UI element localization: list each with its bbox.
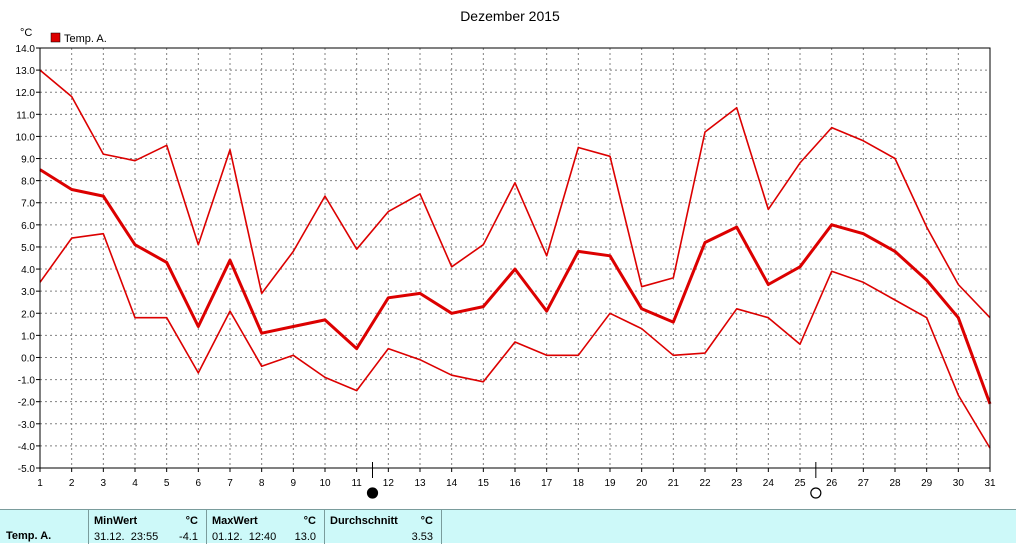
series-lines [39, 69, 992, 449]
x-tick-label: 2 [69, 478, 75, 489]
stats-avg-cell: Durchschnitt °C 3.53 [325, 510, 442, 544]
statistics-bar: Temp. A. MinWert °C 31.12. 23:55 -4.1 Ma… [0, 509, 1016, 544]
avg-header: Durchschnitt [330, 515, 398, 527]
stats-row-label: Temp. A. [6, 530, 52, 542]
y-tick-label: 5.0 [21, 243, 35, 254]
x-tick-label: 7 [227, 478, 233, 489]
y-tick-label: 6.0 [21, 221, 35, 232]
x-tick-label: 18 [573, 478, 585, 489]
y-axis-ticks: 14.0 13.0 12.0 11.0 10.0 9.0 8.0 7.0 6.0 5.0 4.0 3.… [16, 44, 40, 475]
stats-empty-cell [442, 510, 1016, 544]
legend-label: Temp. A. [64, 33, 107, 45]
x-tick-label: 16 [509, 478, 521, 489]
x-tick-label: 20 [636, 478, 648, 489]
chart-title: Dezember 2015 [460, 8, 560, 24]
y-tick-label: -5.0 [18, 464, 36, 475]
y-tick-label: 10.0 [16, 132, 36, 143]
x-tick-label: 21 [668, 478, 680, 489]
grid [40, 48, 990, 468]
stats-label-cell: Temp. A. [0, 510, 89, 544]
new-moon-icon [366, 487, 379, 499]
series-line-min [39, 232, 991, 449]
x-tick-label: 11 [351, 478, 362, 489]
x-tick-label: 24 [763, 478, 775, 489]
x-tick-label: 5 [164, 478, 170, 489]
min-value: -4.1 [179, 531, 198, 543]
x-tick-label: 13 [414, 478, 426, 489]
avg-unit: °C [420, 515, 433, 527]
max-header: MaxWert [212, 515, 258, 527]
x-tick-label: 8 [259, 478, 265, 489]
legend-swatch [50, 32, 61, 43]
x-tick-label: 15 [478, 478, 490, 489]
y-tick-label: 14.0 [16, 44, 36, 55]
x-tick-label: 23 [731, 478, 743, 489]
stats-max-cell: MaxWert °C 01.12. 12:40 13.0 [207, 510, 325, 544]
x-tick-label: 3 [101, 478, 107, 489]
series-line-mean [39, 168, 992, 405]
max-timestamp: 01.12. 12:40 [212, 531, 277, 543]
x-tick-label: 6 [196, 478, 202, 489]
min-header: MinWert [94, 515, 138, 527]
temperature-chart: Dezember 2015 °C Temp. A. 14.013.012.011… [16, 8, 996, 499]
x-tick-label: 1 [37, 478, 43, 489]
x-tick-label: 9 [291, 478, 297, 489]
y-tick-label: 13.0 [16, 66, 36, 77]
min-unit: °C [185, 515, 198, 527]
x-tick-label: 22 [699, 478, 711, 489]
avg-value: 3.53 [411, 531, 433, 543]
x-tick-label: 26 [826, 478, 838, 489]
stats-min-cell: MinWert °C 31.12. 23:55 -4.1 [89, 510, 207, 544]
x-axis-ticks: 1 2 3 4 5 6 7 8 9 10 11 12 13 14 15 16 17 18 19 20 21 22 23 24 2… [37, 468, 996, 489]
x-tick-label: 17 [541, 478, 553, 489]
y-tick-label: 11.0 [16, 110, 35, 121]
x-tick-label: 28 [889, 478, 901, 489]
x-tick-label: 19 [604, 478, 616, 489]
x-tick-label: 25 [794, 478, 806, 489]
series-line-max [39, 69, 991, 319]
plot-frame [39, 47, 991, 469]
x-tick-label: 12 [383, 478, 395, 489]
x-tick-label: 4 [132, 478, 138, 489]
y-tick-label: 4.0 [21, 265, 35, 276]
y-tick-label: 7.0 [21, 199, 35, 210]
max-unit: °C [303, 515, 316, 527]
x-tick-label: 31 [984, 478, 996, 489]
y-tick-label: -4.0 [18, 442, 36, 453]
y-tick-label: 8.0 [21, 177, 35, 188]
y-tick-label: 12.0 [16, 88, 36, 99]
x-tick-label: 14 [446, 478, 458, 489]
y-tick-label: 1.0 [21, 331, 35, 342]
y-axis-unit: °C [20, 27, 32, 39]
y-tick-label: 3.0 [21, 287, 35, 298]
x-tick-label: 29 [921, 478, 933, 489]
y-tick-label: 9.0 [21, 155, 35, 166]
y-tick-label: 2.0 [21, 309, 35, 320]
y-tick-label: -1.0 [18, 376, 36, 387]
y-tick-label: 0.0 [21, 353, 35, 364]
moon-phase-markers [366, 462, 822, 499]
x-tick-label: 10 [319, 478, 331, 489]
full-moon-icon [810, 487, 822, 499]
x-tick-label: 27 [858, 478, 870, 489]
y-tick-label: -3.0 [18, 420, 36, 431]
y-tick-label: -2.0 [18, 398, 36, 409]
min-timestamp: 31.12. 23:55 [94, 531, 159, 543]
x-tick-label: 30 [953, 478, 965, 489]
max-value: 13.0 [294, 531, 316, 543]
